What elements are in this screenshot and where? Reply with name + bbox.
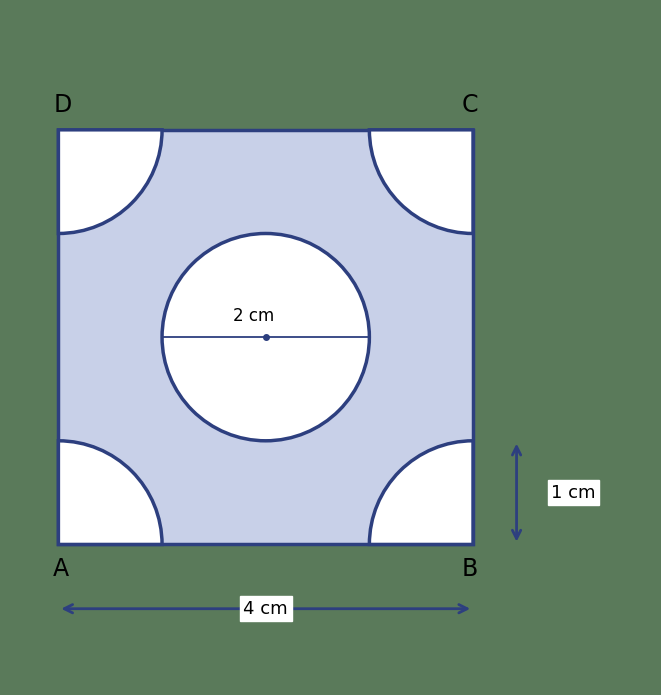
Wedge shape: [58, 441, 162, 544]
Circle shape: [162, 234, 369, 441]
Wedge shape: [369, 441, 473, 544]
Text: A: A: [54, 557, 69, 581]
Wedge shape: [369, 130, 473, 234]
Wedge shape: [58, 130, 162, 234]
Text: D: D: [54, 93, 71, 117]
Text: 1 cm: 1 cm: [551, 484, 596, 502]
Text: C: C: [462, 93, 478, 117]
Text: 2 cm: 2 cm: [233, 306, 274, 325]
Text: 4 cm: 4 cm: [243, 600, 288, 618]
Text: B: B: [462, 557, 478, 581]
Bar: [58, 130, 473, 544]
